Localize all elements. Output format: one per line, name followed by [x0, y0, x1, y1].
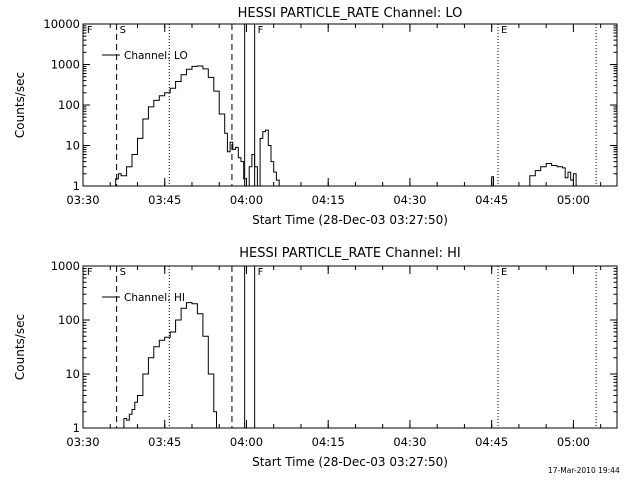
- panel2-x-tick-label: 04:00: [230, 435, 263, 449]
- panel1-x-tick-label: 04:15: [312, 193, 345, 207]
- panel1-legend-label: Channel: LO: [124, 50, 188, 62]
- panel2-event-marker-label: E: [501, 267, 507, 278]
- panel1-event-marker-label: E: [501, 25, 507, 36]
- panel1-y-tick-label: 10000: [43, 17, 80, 31]
- panel2-chart-title: HESSI PARTICLE_RATE Channel: HI: [239, 246, 460, 261]
- panel1-x-axis-label: Start Time (28-Dec-03 03:27:50): [252, 213, 448, 227]
- panel2-y-tick-label: 1: [73, 421, 80, 435]
- panel1-x-tick-label: 04:00: [230, 193, 263, 207]
- panel1-series-line: [528, 163, 579, 187]
- timestamp-label: 17-Mar-2010 19:44: [548, 466, 620, 475]
- panel2-x-tick-label: 04:15: [312, 435, 345, 449]
- panel1-plot-frame: [82, 23, 618, 187]
- panel2-x-tick-label: 04:45: [475, 435, 508, 449]
- panel2-x-tick-label: 05:00: [557, 435, 590, 449]
- panel2-y-tick-label: 10: [65, 367, 80, 381]
- panel1-x-tick-label: 04:45: [475, 193, 508, 207]
- panel2-x-tick-label: 03:30: [66, 435, 99, 449]
- panel1-event-marker-label: F: [258, 25, 264, 36]
- panel1-event-marker-label: F: [87, 25, 93, 36]
- panel2-y-tick-label: 100: [58, 313, 80, 327]
- panel2-x-axis-label: Start Time (28-Dec-03 03:27:50): [252, 455, 448, 469]
- panel1-y-tick-label: 1: [73, 179, 80, 193]
- panel2-event-marker-label: S: [120, 267, 126, 278]
- panel1-x-tick-label: 04:30: [393, 193, 426, 207]
- panel2-legend-label: Channel: HI: [124, 292, 185, 304]
- panel1-series-line: [113, 65, 282, 187]
- panel2-x-tick-label: 03:45: [148, 435, 181, 449]
- panel1-series-line: [489, 176, 494, 187]
- panel1-y-axis-label: Counts/sec: [13, 72, 27, 138]
- panel1-chart-title: HESSI PARTICLE_RATE Channel: LO: [238, 6, 463, 21]
- panel2-event-marker-label: F: [258, 267, 264, 278]
- panel2-y-axis-label: Counts/sec: [13, 314, 27, 380]
- panel2-x-tick-label: 04:30: [393, 435, 426, 449]
- panel1-x-tick-label: 05:00: [557, 193, 590, 207]
- panel2-y-tick-label: 1000: [51, 259, 80, 273]
- panel2-event-marker-label: F: [87, 267, 93, 278]
- panel1-event-marker-label: S: [120, 25, 126, 36]
- panel1-y-tick-label: 10: [65, 139, 80, 153]
- panel2-plot-frame: [82, 265, 618, 429]
- panel1-x-tick-label: 03:30: [66, 193, 99, 207]
- panel1-x-tick-label: 03:45: [148, 193, 181, 207]
- panel1-y-tick-label: 1000: [51, 58, 80, 72]
- panel1-y-tick-label: 100: [58, 98, 80, 112]
- panel2-series-line: [121, 302, 217, 429]
